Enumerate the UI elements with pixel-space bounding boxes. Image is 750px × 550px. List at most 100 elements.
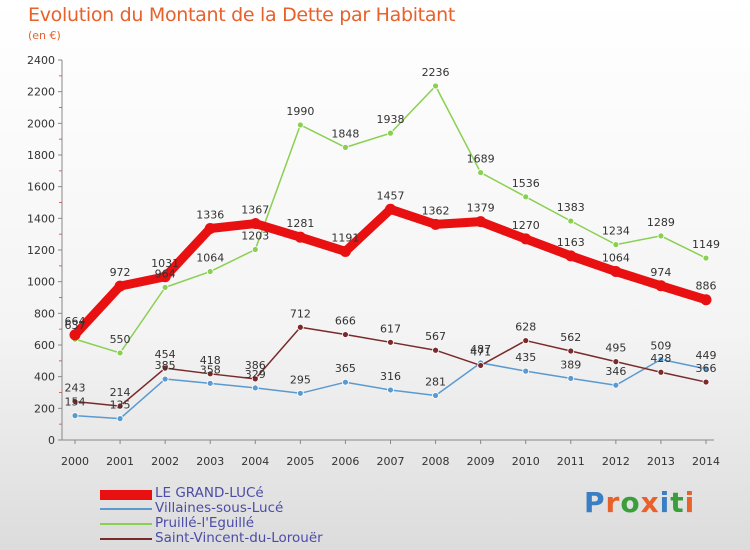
y-tick-label: 800 — [34, 307, 55, 320]
data-point-le-grand-luce — [114, 280, 126, 292]
data-point-pruille-l-eguille — [296, 121, 304, 129]
x-tick-label: 2010 — [512, 455, 540, 468]
data-label-pruille-l-eguille: 637 — [65, 319, 86, 332]
data-label-saint-vincent-du-loroue-r: 628 — [515, 321, 536, 334]
data-point-pruille-l-eguille — [251, 246, 259, 253]
data-label-pruille-l-eguille: 1234 — [602, 225, 630, 238]
legend-label-saint-vincent-du-lorouer: Saint-Vincent-du-Lorouër — [155, 530, 323, 546]
data-point-le-grand-luce — [249, 218, 261, 230]
x-tick-label: 2001 — [106, 455, 134, 468]
data-point-villaines-sous-luce — [296, 389, 304, 397]
data-label-saint-vincent-du-loroue-r: 712 — [290, 307, 311, 320]
chart-subtitle: (en €) — [28, 29, 61, 42]
data-label-villaines-sous-luce: 281 — [425, 376, 446, 389]
data-point-le-grand-luce — [565, 250, 577, 262]
data-point-le-grand-luce — [385, 203, 396, 215]
data-point-villaines-sous-luce — [71, 412, 79, 420]
data-point-pruille-l-eguille — [567, 217, 575, 225]
data-point-villaines-sous-luce — [522, 367, 530, 375]
x-tick-label: 2011 — [557, 455, 585, 468]
data-point-saint-vincent-du-loroue-r — [612, 358, 620, 366]
data-label-pruille-l-eguille: 1536 — [512, 177, 540, 190]
data-point-le-grand-luce — [655, 280, 667, 292]
y-tick-label: 600 — [34, 339, 55, 352]
data-point-pruille-l-eguille — [657, 232, 665, 240]
data-label-saint-vincent-du-loroue-r: 666 — [335, 315, 356, 328]
data-point-villaines-sous-luce — [116, 415, 124, 423]
data-label-saint-vincent-du-loroue-r: 567 — [425, 330, 446, 343]
data-label-le-grand-luce: 1379 — [467, 202, 495, 215]
legend-swatch-saint-vincent-du-lorouer — [100, 538, 152, 540]
data-label-saint-vincent-du-loroue-r: 214 — [110, 386, 131, 399]
data-point-villaines-sous-luce — [387, 386, 394, 394]
data-point-saint-vincent-du-loroue-r — [522, 337, 530, 344]
x-tick-label: 2014 — [692, 455, 720, 468]
data-label-pruille-l-eguille: 550 — [110, 333, 131, 346]
y-tick-label: 1800 — [27, 149, 55, 162]
data-point-le-grand-luce — [69, 329, 81, 341]
data-label-saint-vincent-du-loroue-r: 243 — [65, 382, 86, 395]
data-point-saint-vincent-du-loroue-r — [657, 368, 665, 376]
data-label-villaines-sous-luce: 316 — [380, 370, 401, 383]
data-label-le-grand-luce: 1270 — [512, 219, 540, 232]
data-label-le-grand-luce: 1336 — [196, 208, 224, 221]
data-label-le-grand-luce: 1163 — [557, 236, 585, 249]
x-tick-label: 2013 — [647, 455, 675, 468]
x-tick-label: 2006 — [331, 455, 359, 468]
data-label-le-grand-luce: 1064 — [602, 252, 630, 265]
data-point-villaines-sous-luce — [657, 356, 665, 363]
data-label-pruille-l-eguille: 2236 — [422, 66, 450, 79]
y-tick-label: 1600 — [27, 181, 55, 194]
data-label-saint-vincent-du-loroue-r: 495 — [605, 342, 626, 355]
data-label-saint-vincent-du-loroue-r: 366 — [696, 362, 717, 375]
data-point-villaines-sous-luce — [206, 379, 214, 387]
data-label-saint-vincent-du-loroue-r: 454 — [155, 348, 176, 361]
data-label-pruille-l-eguille: 1938 — [377, 113, 405, 126]
data-point-pruille-l-eguille — [342, 143, 349, 151]
data-point-saint-vincent-du-loroue-r — [702, 378, 710, 386]
data-point-pruille-l-eguille — [206, 268, 214, 275]
data-point-le-grand-luce — [204, 222, 216, 234]
data-label-villaines-sous-luce: 154 — [65, 396, 86, 409]
legend-swatch-villaines-sous-luce — [100, 508, 152, 510]
data-label-le-grand-luce: 1367 — [241, 204, 269, 217]
x-tick-label: 2007 — [377, 455, 405, 468]
data-label-pruille-l-eguille: 1149 — [692, 238, 720, 251]
data-point-pruille-l-eguille — [161, 283, 169, 291]
data-label-pruille-l-eguille: 1203 — [241, 230, 269, 243]
data-label-villaines-sous-luce: 365 — [335, 362, 356, 375]
data-label-villaines-sous-luce: 295 — [290, 373, 311, 386]
x-tick-label: 2005 — [286, 455, 314, 468]
data-label-le-grand-luce: 974 — [650, 266, 671, 279]
data-point-saint-vincent-du-loroue-r — [567, 347, 575, 355]
data-label-saint-vincent-du-loroue-r: 471 — [470, 345, 491, 358]
data-point-le-grand-luce — [294, 231, 306, 243]
y-tick-label: 2000 — [27, 117, 55, 130]
data-point-le-grand-luce — [610, 266, 622, 278]
data-point-le-grand-luce — [475, 216, 487, 228]
data-point-le-grand-luce — [700, 294, 712, 306]
data-point-le-grand-luce — [520, 233, 532, 245]
data-point-pruille-l-eguille — [612, 241, 620, 249]
data-label-le-grand-luce: 1457 — [377, 189, 405, 202]
data-label-saint-vincent-du-loroue-r: 428 — [650, 352, 671, 365]
y-tick-label: 1400 — [27, 212, 55, 225]
legend-swatch-pruille-l-eguille — [100, 523, 152, 525]
x-tick-label: 2003 — [196, 455, 224, 468]
x-tick-label: 2002 — [151, 455, 179, 468]
data-point-saint-vincent-du-loroue-r — [206, 370, 214, 378]
x-tick-label: 2012 — [602, 455, 630, 468]
data-point-saint-vincent-du-loroue-r — [432, 346, 439, 354]
data-point-pruille-l-eguille — [477, 169, 485, 176]
data-label-le-grand-luce: 1191 — [331, 231, 359, 244]
data-point-pruille-l-eguille — [432, 82, 439, 90]
data-point-pruille-l-eguille — [522, 193, 530, 201]
data-point-villaines-sous-luce — [251, 384, 259, 392]
x-tick-label: 2008 — [422, 455, 450, 468]
data-point-villaines-sous-luce — [567, 375, 575, 382]
legend-swatch-le-grand-luce — [100, 490, 152, 500]
data-label-villaines-sous-luce: 509 — [650, 339, 671, 352]
y-tick-label: 1000 — [27, 276, 55, 289]
data-label-pruille-l-eguille: 1383 — [557, 201, 585, 214]
